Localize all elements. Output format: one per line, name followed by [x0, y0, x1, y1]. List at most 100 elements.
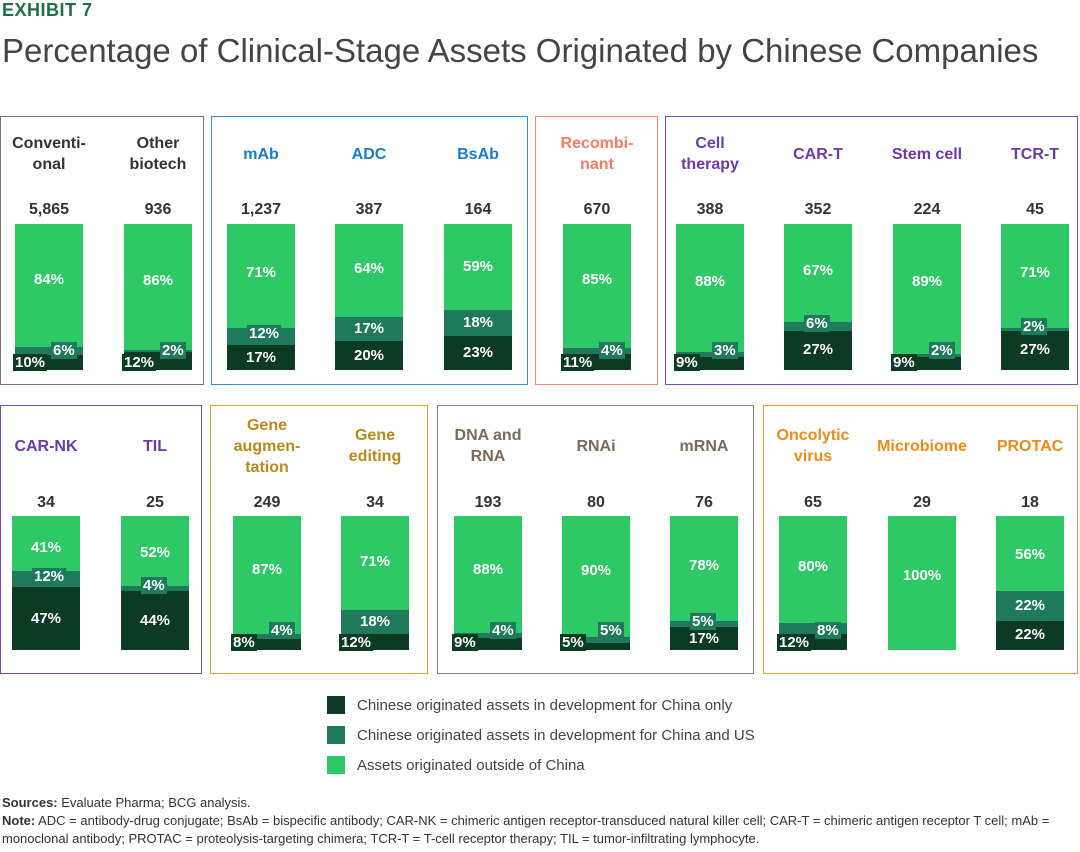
bar-value-label-outside: 56% [1014, 546, 1046, 564]
bar-category-label: Gene augmen-tation [207, 415, 327, 478]
bar-value-label-outside: 87% [251, 561, 283, 579]
bar-value-label-china-us: 17% [353, 319, 385, 337]
bar-segment-china-us [563, 348, 631, 354]
bar-segment-outside [124, 224, 192, 350]
bar-count-label: 29 [913, 494, 931, 511]
bar-category-label: Microbiome [862, 436, 982, 457]
bar-count-label: 224 [913, 201, 941, 218]
bar-value-label-china-us: 2% [160, 342, 186, 359]
bar-value-label-china-only: 47% [30, 609, 62, 627]
bar-segment-china-us [233, 633, 301, 640]
bar-category-label-line: TIL [143, 437, 167, 455]
bar-value-label-china-us: 6% [51, 342, 77, 359]
bar-value-label-china-only: 9% [891, 354, 917, 371]
bar-segment-china-only [233, 639, 301, 650]
bar-category-label: TCR-T [975, 144, 1080, 165]
bar-count-label: 164 [464, 201, 492, 218]
bar-value-label-outside: 85% [581, 271, 613, 289]
bar-category-label-line: TCR-T [1011, 145, 1059, 163]
legend-label: Assets originated outside of China [357, 756, 585, 774]
bar-value-label-china-us: 4% [490, 622, 516, 639]
bar-segment-china-only [227, 345, 295, 370]
bar-segment-china-us [335, 316, 403, 342]
bar-value-label-china-us: 4% [599, 342, 625, 359]
bar-count-label: 34 [37, 494, 55, 511]
bar-category-label-line: onal [32, 156, 66, 173]
bar-value-label-outside: 89% [911, 273, 943, 291]
bar-category-label-line: Recombi- [560, 135, 634, 152]
category-group-box [535, 116, 658, 385]
category-group-box [210, 405, 428, 674]
bar-category-label-line: Gene [354, 427, 395, 444]
sources-text: Evaluate Pharma; BCG analysis. [57, 795, 251, 810]
bar-value-label-outside: 71% [359, 552, 391, 570]
bar-value-label-china-us: 2% [929, 342, 955, 359]
bar-value-label-china-us: 5% [690, 612, 716, 630]
bar-value-label-china-only: 12% [339, 634, 374, 651]
footnotes: Sources: Evaluate Pharma; BCG analysis. … [2, 794, 1077, 848]
bar-segment-outside [676, 224, 744, 353]
bar-count-label: 352 [804, 201, 832, 218]
bar-category-label: Recombi-nant [537, 133, 657, 175]
bar-value-label-china-us: 6% [804, 315, 830, 333]
bar-segment-outside [996, 516, 1064, 592]
bar-category-label: Oncolytic virus [753, 425, 873, 467]
bar-segment-outside [563, 224, 631, 349]
bar-category-label: RNAi [536, 436, 656, 457]
bar-category-label-line: Oncolytic [776, 427, 850, 444]
bar-segment-china-us [562, 636, 630, 644]
bar-value-label-outside: 88% [694, 272, 726, 290]
bar-value-label-china-us: 3% [712, 342, 738, 359]
bar-value-label-china-only: 17% [245, 348, 277, 366]
bar-segment-outside [670, 516, 738, 621]
bar-segment-china-us [15, 346, 83, 356]
bar-segment-outside [15, 224, 83, 347]
bar-count-label: 45 [1026, 201, 1044, 218]
bar-segment-outside [888, 516, 956, 650]
bar-category-label-line: RNAi [576, 437, 616, 455]
bar-value-label-china-us: 18% [359, 613, 391, 631]
bar-category-label-line: Gene [246, 416, 287, 434]
bar-category-label-line: Stem cell [891, 145, 963, 163]
bar-value-label-china-us: 18% [462, 314, 494, 332]
sources-line: Sources: Evaluate Pharma; BCG analysis. [2, 794, 1077, 812]
bar-segment-china-us [996, 591, 1064, 621]
category-group-box [763, 405, 1078, 674]
note-line: Note: ADC = antibody-drug conjugate; BsA… [2, 812, 1077, 848]
bar-category-label-line: therapy [681, 156, 739, 173]
bar-category-label: Gene editing [315, 425, 435, 467]
bar-category-label-line: CAR-NK [14, 437, 78, 455]
bar-category-label: Cell therapy [650, 133, 770, 175]
bar-value-label-outside: 64% [353, 260, 385, 278]
bar-segment-china-only [121, 591, 189, 650]
bar-value-label-outside: 100% [902, 566, 942, 584]
bar-category-label: BsAb [418, 144, 538, 165]
bar-count-label: 5,865 [28, 201, 70, 218]
bar-category-label-line: mRNA [679, 437, 729, 455]
bar-value-label-china-only: 27% [1019, 341, 1051, 359]
bar-value-label-outside: 78% [688, 556, 720, 574]
bar-category-label-line: RNA [470, 448, 506, 465]
bar-category-label-line: mAb [243, 145, 279, 163]
bar-count-label: 65 [804, 494, 822, 511]
bar-value-label-outside: 80% [797, 557, 829, 575]
bar-value-label-outside: 67% [802, 262, 834, 280]
bar-value-label-outside: 59% [462, 258, 494, 276]
bar-category-label: CAR-NK [0, 436, 106, 457]
bar-category-label: PROTAC [970, 436, 1080, 457]
bar-segment-china-only [335, 341, 403, 370]
bar-count-label: 193 [474, 494, 502, 511]
bar-value-label-china-only: 23% [462, 344, 494, 362]
legend-swatch-china-only [327, 696, 345, 714]
bar-value-label-china-only: 27% [802, 341, 834, 359]
bar-count-label: 249 [253, 494, 281, 511]
bar-segment-outside [893, 224, 961, 354]
bar-category-label-line: PROTAC [996, 437, 1064, 455]
category-group-box [211, 116, 528, 385]
legend: Chinese originated assets in development… [327, 690, 755, 780]
bar-segment-china-us [676, 352, 744, 357]
bar-count-label: 670 [583, 201, 611, 218]
bar-count-label: 936 [144, 201, 172, 218]
bar-count-label: 34 [366, 494, 384, 511]
bar-category-label: mRNA [644, 436, 764, 457]
